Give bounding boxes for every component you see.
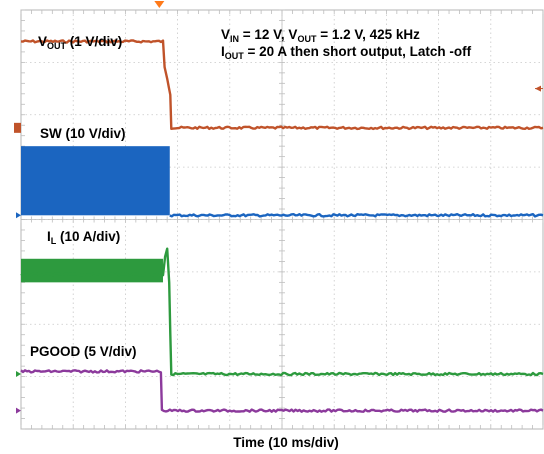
series-line-pgood bbox=[20, 369, 544, 413]
x-axis-label: Time (10 ms/div) bbox=[233, 435, 339, 450]
traces bbox=[20, 39, 544, 413]
series-line-sw bbox=[169, 212, 544, 218]
ch1-ground-marker bbox=[14, 122, 21, 133]
series-band-sw bbox=[21, 146, 170, 216]
chart-title-line2: IOUT = 20 A then short output, Latch -of… bbox=[221, 44, 472, 61]
ch4-ground-marker bbox=[16, 407, 21, 414]
series-label-sw: SW (10 V/div) bbox=[40, 126, 126, 141]
chart-title-line1: VIN = 12 V, VOUT = 1.2 V, 425 kHz bbox=[221, 27, 420, 44]
trigger-position-marker bbox=[154, 1, 165, 8]
series-label-vout: VOUT (1 V/div) bbox=[38, 34, 122, 51]
ch2-ground-marker bbox=[16, 212, 21, 219]
ch3-ground-marker bbox=[16, 371, 21, 378]
series-label-il: IL (10 A/div) bbox=[47, 229, 120, 246]
series-line-il bbox=[20, 247, 544, 377]
series-line-vout bbox=[20, 39, 544, 131]
grid bbox=[20, 9, 544, 430]
channel-markers bbox=[14, 1, 543, 414]
series-label-pgood: PGOOD (5 V/div) bbox=[30, 344, 137, 359]
series-band-il bbox=[21, 258, 163, 283]
